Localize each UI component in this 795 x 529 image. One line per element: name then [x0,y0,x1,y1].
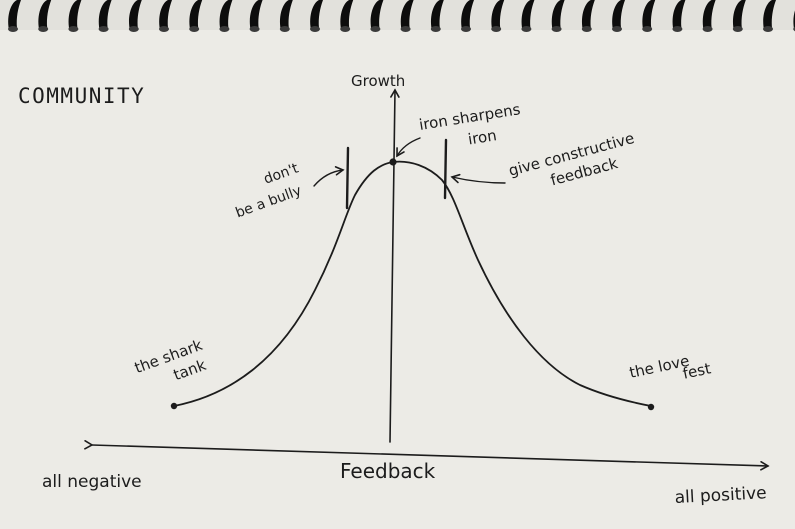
spiral-hole [642,26,653,32]
right-warning-arrow [450,173,506,184]
spiral-hole [551,26,562,32]
spiral-hole [68,26,79,32]
left-limit-bar [345,146,350,210]
spiral-ring [159,0,172,30]
spiral-hole [98,26,109,32]
spiral-hole [732,26,743,32]
spiral-ring [310,0,323,30]
spiral-hole [491,26,502,32]
x-axis-label: Feedback [340,459,436,483]
right-end-point [647,403,655,411]
spiral-ring [763,0,776,30]
spiral-ring [521,0,535,30]
spiral-ring [189,0,203,30]
spiral-ring [581,0,595,30]
spiral-hole [430,26,441,32]
spiral-hole [8,26,18,32]
spiral-hole [128,26,139,32]
spiral-hole [279,26,290,32]
right-end-line2: fest [681,359,712,382]
spiral-hole [249,26,260,32]
spiral-ring [400,0,414,30]
spiral-hole [581,26,592,32]
spiral-ring [98,0,112,30]
spiral-hole [159,26,169,32]
spiral-ring [612,0,625,30]
spiral-ring [672,0,686,30]
peak-arrow [396,137,421,158]
spiral-ring [702,0,716,30]
left-end-point [170,402,178,410]
spiral-ring [370,0,384,30]
spiral-hole [189,26,200,32]
spiral-ring [279,0,293,30]
spiral-ring [38,0,52,30]
spiral-hole [521,26,532,32]
x-axis [84,439,770,471]
spiral-ring [249,0,263,30]
spiral-hole [702,26,713,32]
spiral-ring [642,0,656,30]
bell-curve [173,160,652,407]
spiral-ring [430,0,444,30]
spiral-hole [400,26,411,32]
page-title: COMMUNITY [18,84,145,108]
left-warning-arrow [313,166,345,187]
spiral-hole [340,26,351,32]
spiral-ring [461,0,474,30]
right-limit-bar [443,138,448,200]
peak-point [389,158,397,166]
spiral-ring [68,0,82,30]
spiral-ring [732,0,746,30]
x-right-label: all positive [674,483,767,508]
spiral-hole [370,26,381,32]
spiral-hole [461,26,471,32]
spiral-ring [8,0,21,30]
spiral-ring [219,0,233,30]
y-axis [389,88,400,443]
spiral-binding [8,0,795,32]
spiral-ring [491,0,505,30]
x-left-label: all negative [42,472,142,492]
spiral-hole [219,26,230,32]
spiral-ring [128,0,142,30]
spiral-hole [310,26,320,32]
y-axis-label: Growth [351,72,405,90]
spiral-ring [340,0,354,30]
spiral-hole [612,26,622,32]
spiral-ring [551,0,565,30]
spiral-hole [672,26,683,32]
spiral-hole [38,26,49,32]
spiral-hole [763,26,773,32]
peak-annotation-line2: iron [467,126,498,148]
